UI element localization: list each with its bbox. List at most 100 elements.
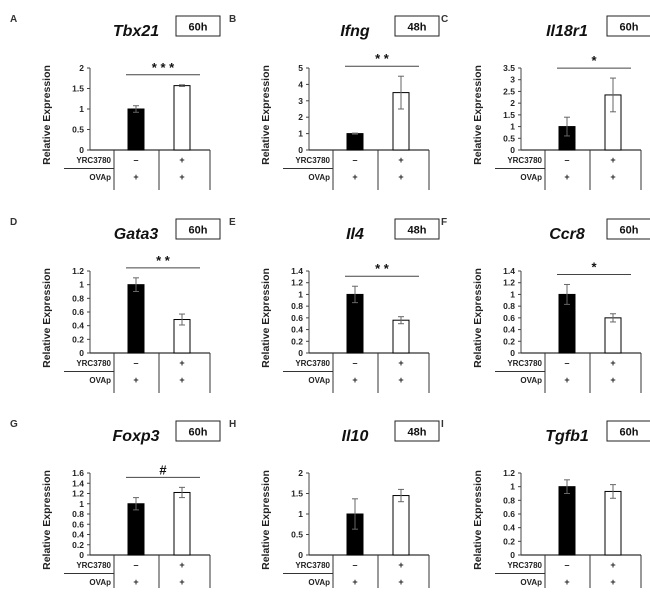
y-tick-label: 0 xyxy=(79,348,84,358)
panel-letter: I xyxy=(441,419,444,430)
panel-letter: A xyxy=(10,14,17,25)
y-tick-label: 1.2 xyxy=(72,489,84,499)
y-tick-label: 0 xyxy=(510,550,515,560)
table-cell: – xyxy=(133,358,138,368)
table-row-label: YRC3780 xyxy=(295,156,330,165)
table-row-label: OVAp xyxy=(308,173,330,182)
table-cell: – xyxy=(133,155,138,165)
y-tick-label: 2.5 xyxy=(503,86,515,96)
significance-marker: * * xyxy=(375,51,390,66)
table-row-label: YRC3780 xyxy=(76,156,111,165)
bar-control xyxy=(558,486,576,556)
time-badge-box xyxy=(606,15,650,37)
bar-control xyxy=(346,133,364,151)
y-tick-label: 1 xyxy=(510,122,515,132)
y-tick-label: 1 xyxy=(298,129,303,139)
table-cell: – xyxy=(564,560,569,570)
gene-title: Il4 xyxy=(346,226,364,243)
y-axis-label: Relative Expression xyxy=(41,65,53,165)
y-tick-label: 0.2 xyxy=(72,540,84,550)
table-cell: + xyxy=(179,375,184,385)
y-tick-label: 2 xyxy=(298,468,303,478)
y-tick-label: 1.4 xyxy=(72,478,84,488)
table-cell: + xyxy=(564,375,569,385)
chart-panel-d: D Gata3 60h Relative Expression 0 0.2 0.4 0.6 0.… xyxy=(10,217,221,393)
y-tick-label: 0.5 xyxy=(72,125,84,135)
gene-title: Tbx21 xyxy=(113,23,159,40)
table-cell: + xyxy=(179,172,184,182)
significance-marker: * * xyxy=(375,261,390,276)
time-badge: 60h xyxy=(189,427,208,439)
table-cell: + xyxy=(398,560,403,570)
panel-letter: D xyxy=(10,217,17,228)
time-badge-box xyxy=(606,218,650,240)
y-tick-label: 1.2 xyxy=(72,266,84,276)
table-row-label: OVAp xyxy=(308,578,330,587)
table-row-label: YRC3780 xyxy=(507,561,542,570)
time-badge: 48h xyxy=(408,225,427,237)
significance-marker: * xyxy=(591,53,597,68)
gene-title: Ifng xyxy=(340,23,370,40)
chart-panel-a: A Tbx21 60h Relative Expression 0 0.5 1 1.5 2 * *… xyxy=(10,14,221,190)
y-tick-label: 1 xyxy=(79,280,84,290)
table-cell: – xyxy=(352,155,357,165)
significance-marker: * * xyxy=(156,253,171,268)
y-tick-label: 1 xyxy=(298,509,303,519)
table-cell: + xyxy=(564,577,569,587)
gene-title: Foxp3 xyxy=(112,428,159,445)
table-cell: – xyxy=(352,560,357,570)
table-cell: – xyxy=(133,560,138,570)
y-tick-label: 1.2 xyxy=(503,278,515,288)
y-tick-label: 1.4 xyxy=(503,266,515,276)
bar-yrc3780 xyxy=(392,319,410,354)
chart-panel-g: G Foxp3 60h Relative Expression 00.20.40.60.… xyxy=(10,419,221,593)
time-badge: 60h xyxy=(620,225,639,237)
table-row-label: YRC3780 xyxy=(507,156,542,165)
y-tick-label: 2 xyxy=(79,63,84,73)
chart-panel-h: H Il10 48h Relative Expression 0 0.5 1 1.5 2 YRC3… xyxy=(229,419,440,593)
y-axis-label: Relative Expression xyxy=(260,268,272,368)
time-badge-box xyxy=(394,218,440,240)
table-cell: + xyxy=(179,358,184,368)
significance-marker: * * * xyxy=(152,60,175,75)
time-badge-box xyxy=(175,218,221,240)
table-cell: + xyxy=(179,560,184,570)
y-tick-label: 0 xyxy=(298,145,303,155)
y-tick-label: 0 xyxy=(298,550,303,560)
table-row-label: OVAp xyxy=(520,173,542,182)
y-tick-label: 0.8 xyxy=(503,301,515,311)
y-axis-label: Relative Expression xyxy=(41,470,53,570)
gene-title: Il18r1 xyxy=(546,23,588,40)
bar-yrc3780 xyxy=(604,317,622,354)
y-tick-label: 0.4 xyxy=(291,325,303,335)
y-tick-label: 1 xyxy=(79,104,84,114)
table-cell: + xyxy=(133,375,138,385)
gene-title: Tgfb1 xyxy=(545,428,589,445)
table-row-label: YRC3780 xyxy=(295,359,330,368)
y-tick-label: 0.5 xyxy=(503,133,515,143)
gene-title: Gata3 xyxy=(114,226,159,243)
panel-letter: C xyxy=(441,14,448,25)
table-cell: + xyxy=(352,375,357,385)
table-cell: + xyxy=(610,155,615,165)
time-badge: 48h xyxy=(408,22,427,34)
table-cell: + xyxy=(352,172,357,182)
table-row-label: OVAp xyxy=(520,376,542,385)
table-cell: + xyxy=(610,560,615,570)
table-row-label: OVAp xyxy=(308,376,330,385)
table-row-label: YRC3780 xyxy=(76,359,111,368)
panel-letter: H xyxy=(229,419,236,430)
y-tick-label: 5 xyxy=(298,63,303,73)
y-tick-label: 0.2 xyxy=(503,336,515,346)
y-tick-label: 1.2 xyxy=(503,468,515,478)
table-cell: + xyxy=(610,172,615,182)
y-tick-label: 3 xyxy=(510,75,515,85)
table-cell: + xyxy=(610,358,615,368)
y-axis-label: Relative Expression xyxy=(260,65,272,165)
y-tick-label: 0.6 xyxy=(291,313,303,323)
table-cell: – xyxy=(564,358,569,368)
table-cell: + xyxy=(398,155,403,165)
y-tick-label: 1.5 xyxy=(503,110,515,120)
y-tick-label: 0.6 xyxy=(503,313,515,323)
table-row-label: OVAp xyxy=(89,173,111,182)
